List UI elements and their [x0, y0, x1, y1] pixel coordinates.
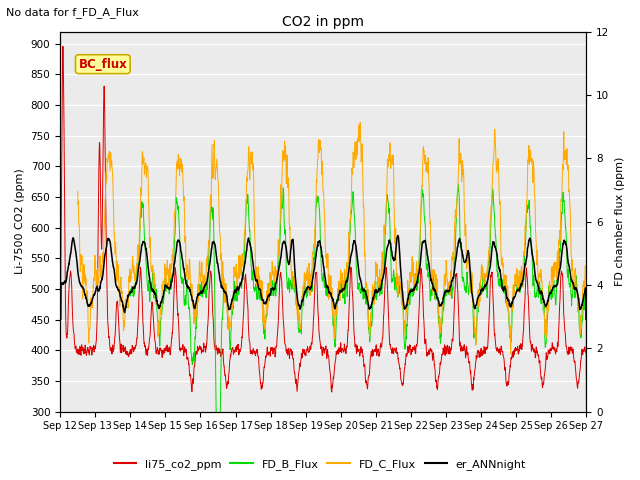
Y-axis label: FD chamber flux (ppm): FD chamber flux (ppm)	[615, 157, 625, 286]
Y-axis label: Li-7500 CO2 (ppm): Li-7500 CO2 (ppm)	[15, 169, 25, 275]
Text: No data for f_FD_A_Flux: No data for f_FD_A_Flux	[6, 7, 140, 18]
Text: BC_flux: BC_flux	[79, 58, 127, 71]
Title: CO2 in ppm: CO2 in ppm	[282, 15, 364, 29]
Legend: li75_co2_ppm, FD_B_Flux, FD_C_Flux, er_ANNnight: li75_co2_ppm, FD_B_Flux, FD_C_Flux, er_A…	[109, 455, 531, 474]
